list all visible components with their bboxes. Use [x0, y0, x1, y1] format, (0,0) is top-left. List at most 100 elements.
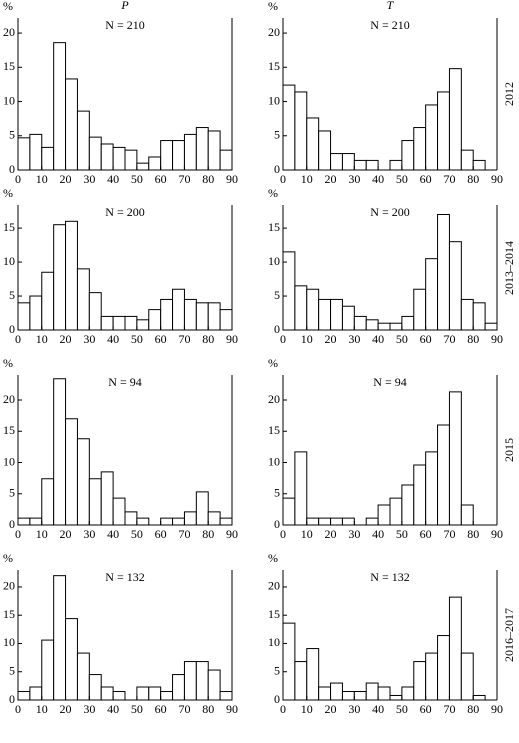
- x-tick-label: 10: [36, 702, 48, 716]
- x-tick-label: 30: [83, 172, 95, 186]
- x-tick-label: 60: [420, 527, 432, 541]
- y-tick-label: 0: [274, 162, 280, 176]
- x-tick-label: 60: [155, 527, 167, 541]
- bar: [413, 288, 427, 331]
- y-tick-label: 0: [9, 692, 15, 706]
- bar: [294, 451, 308, 526]
- bar: [318, 298, 332, 331]
- row-label: 2012: [502, 82, 516, 106]
- x-tick-label: 40: [107, 527, 119, 541]
- x-tick-label: 20: [60, 527, 72, 541]
- x-tick-label: 30: [348, 527, 360, 541]
- x-tick-label: 40: [372, 332, 384, 346]
- bar: [318, 130, 332, 171]
- bar: [17, 302, 31, 331]
- bar: [112, 146, 126, 171]
- y-tick-label: 10: [3, 254, 15, 268]
- bar: [41, 478, 55, 526]
- x-tick-label: 80: [467, 172, 479, 186]
- bar: [294, 661, 308, 701]
- x-tick-label: 90: [226, 172, 238, 186]
- bar: [88, 136, 102, 171]
- bar: [53, 224, 67, 331]
- bar: [76, 438, 90, 526]
- x-tick-label: 80: [467, 527, 479, 541]
- row-label: 2015: [502, 438, 516, 462]
- bar: [17, 691, 31, 701]
- bar: [112, 691, 126, 701]
- x-tick-label: 20: [325, 332, 337, 346]
- bar: [413, 661, 427, 701]
- y-tick-label: 0: [9, 322, 15, 336]
- y-tick-label: 10: [3, 454, 15, 468]
- x-tick-label: 20: [60, 172, 72, 186]
- x-tick-label: 50: [396, 702, 408, 716]
- bar: [460, 149, 474, 171]
- bar: [401, 315, 415, 331]
- x-tick-label: 90: [491, 332, 503, 346]
- panel-title: N = 132: [105, 570, 144, 584]
- panel-title: N = 210: [105, 18, 144, 32]
- bar: [318, 517, 332, 526]
- bar: [341, 305, 355, 331]
- bar: [29, 686, 43, 701]
- bar: [136, 162, 150, 171]
- y-tick-label: 15: [268, 423, 280, 437]
- x-tick-label: 70: [178, 332, 190, 346]
- y-tick-label: 20: [3, 25, 15, 39]
- x-tick-label: 50: [131, 332, 143, 346]
- x-tick-label: 70: [178, 702, 190, 716]
- bar: [76, 268, 90, 331]
- bar: [53, 378, 67, 526]
- x-tick-label: 80: [467, 702, 479, 716]
- bar: [437, 91, 450, 171]
- x-tick-label: 30: [348, 172, 360, 186]
- bar: [437, 214, 450, 331]
- bar: [425, 104, 439, 171]
- bar: [53, 42, 67, 171]
- x-tick-label: 20: [60, 332, 72, 346]
- bar: [88, 292, 102, 331]
- bar: [76, 110, 90, 171]
- bar: [294, 91, 308, 171]
- x-tick-label: 60: [155, 702, 167, 716]
- x-tick-label: 70: [443, 172, 455, 186]
- x-tick-label: 10: [301, 527, 313, 541]
- bar: [207, 511, 221, 526]
- y-tick-label: 0: [274, 517, 280, 531]
- column-label: P: [120, 0, 129, 12]
- bar: [353, 315, 367, 331]
- x-tick-label: 70: [178, 172, 190, 186]
- panel-title: N = 210: [370, 18, 409, 32]
- bar: [172, 517, 185, 526]
- bar: [136, 686, 150, 701]
- y-tick-label: 5: [274, 288, 280, 302]
- panel-title: N = 94: [108, 375, 141, 389]
- y-tick-label: 5: [274, 128, 280, 142]
- bar: [437, 424, 450, 526]
- x-tick-label: 30: [348, 702, 360, 716]
- bar: [425, 652, 439, 701]
- y-tick-label: 15: [268, 607, 280, 621]
- x-tick-label: 0: [15, 702, 21, 716]
- x-tick-label: 40: [107, 172, 119, 186]
- y-tick-label: 10: [3, 635, 15, 649]
- x-tick-label: 20: [325, 527, 337, 541]
- x-tick-label: 80: [467, 332, 479, 346]
- bar: [219, 309, 233, 331]
- bar: [389, 497, 403, 526]
- y-tick-label: 5: [9, 663, 15, 677]
- y-tick-label: 20: [268, 579, 280, 593]
- bar: [377, 322, 391, 331]
- y-tick-label: 5: [9, 128, 15, 142]
- x-tick-label: 50: [131, 172, 143, 186]
- row-label: 2013–2014: [502, 241, 516, 295]
- bar: [88, 674, 102, 701]
- y-tick-label: 0: [274, 322, 280, 336]
- bar: [148, 686, 162, 701]
- bar: [306, 288, 320, 331]
- y-axis-label: %: [268, 186, 278, 200]
- bar: [330, 682, 343, 701]
- y-axis-label: %: [3, 0, 13, 13]
- y-tick-label: 15: [3, 423, 15, 437]
